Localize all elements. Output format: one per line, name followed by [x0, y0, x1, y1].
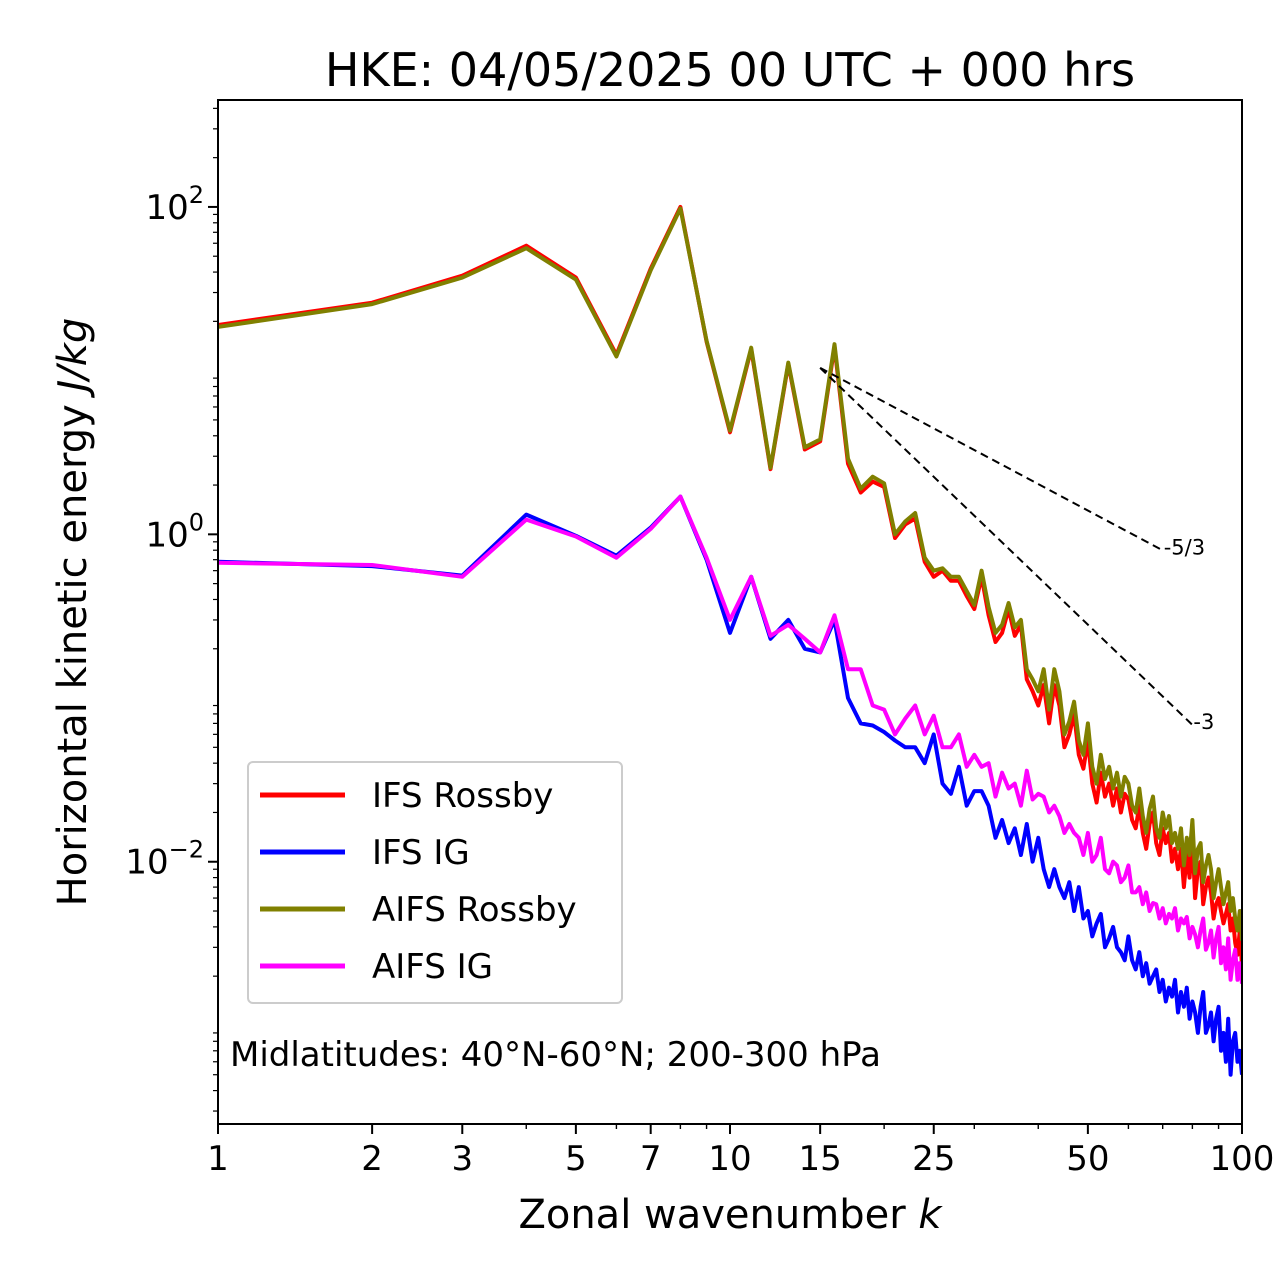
y-axis-label: Horizontal kinetic energy J/kg — [50, 318, 96, 907]
x-tick-label: 2 — [361, 1139, 383, 1179]
x-tick-label: 15 — [799, 1139, 842, 1179]
legend-label: IFS Rossby — [372, 776, 553, 816]
y-axis-label-unit: J/kg — [50, 318, 96, 399]
legend-frame — [247, 761, 623, 1004]
y-tick-exponent: 0 — [189, 508, 204, 536]
x-tick-label: 1 — [207, 1139, 229, 1179]
x-tick-label: 3 — [451, 1139, 473, 1179]
y-axis-label-text: Horizontal kinetic energy — [50, 404, 96, 906]
plot-frame — [217, 99, 1243, 1125]
x-axis-label-text: Zonal wavenumber — [518, 1192, 906, 1238]
x-tick-label: 10 — [708, 1139, 751, 1179]
y-tick-base: 10 — [125, 843, 168, 883]
series-line-aifs-rossby — [218, 206, 1242, 941]
x-axis-label-variable: k — [918, 1192, 943, 1238]
y-tick-exponent: −2 — [169, 836, 204, 864]
legend: IFS Rossby IFS IG AIFS Rossby AIFS IG — [247, 761, 623, 1004]
series-layer — [218, 204, 1242, 1077]
legend-label: IFS IG — [372, 833, 470, 873]
x-tick-label: 25 — [912, 1139, 955, 1179]
chart-title: HKE: 04/05/2025 00 UTC + 000 hrs — [325, 43, 1135, 97]
series-line-aifs-ig — [218, 494, 1242, 984]
y-tick-base: 10 — [145, 515, 188, 555]
x-tick-label: 100 — [1210, 1139, 1275, 1179]
region-annotation: Midlatitudes: 40°N-60°N; 200-300 hPa — [230, 1035, 881, 1075]
reference-slopes: -5/3 -3 — [819, 366, 1214, 734]
x-tick-label: 5 — [565, 1139, 587, 1179]
x-tick-label: 50 — [1066, 1139, 1109, 1179]
legend-label: AIFS Rossby — [372, 890, 577, 930]
legend-items: IFS Rossby IFS IG AIFS Rossby AIFS IG — [260, 776, 577, 987]
series-line-ifs-ig — [218, 494, 1242, 1077]
reference-slope-line — [819, 367, 1194, 726]
y-tick-base: 10 — [145, 188, 188, 228]
y-tick-label: 10−2 — [125, 836, 204, 883]
x-axis-label: Zonal wavenumber k — [518, 1192, 943, 1238]
y-tick-exponent: 2 — [189, 181, 204, 209]
reference-slope-label: -3 — [1193, 710, 1214, 734]
legend-label: AIFS IG — [372, 947, 493, 987]
y-tick-label: 100 — [145, 508, 204, 555]
x-tick-label: 7 — [640, 1139, 662, 1179]
y-tick-label: 102 — [145, 181, 204, 228]
reference-slope-label: -5/3 — [1164, 535, 1205, 559]
